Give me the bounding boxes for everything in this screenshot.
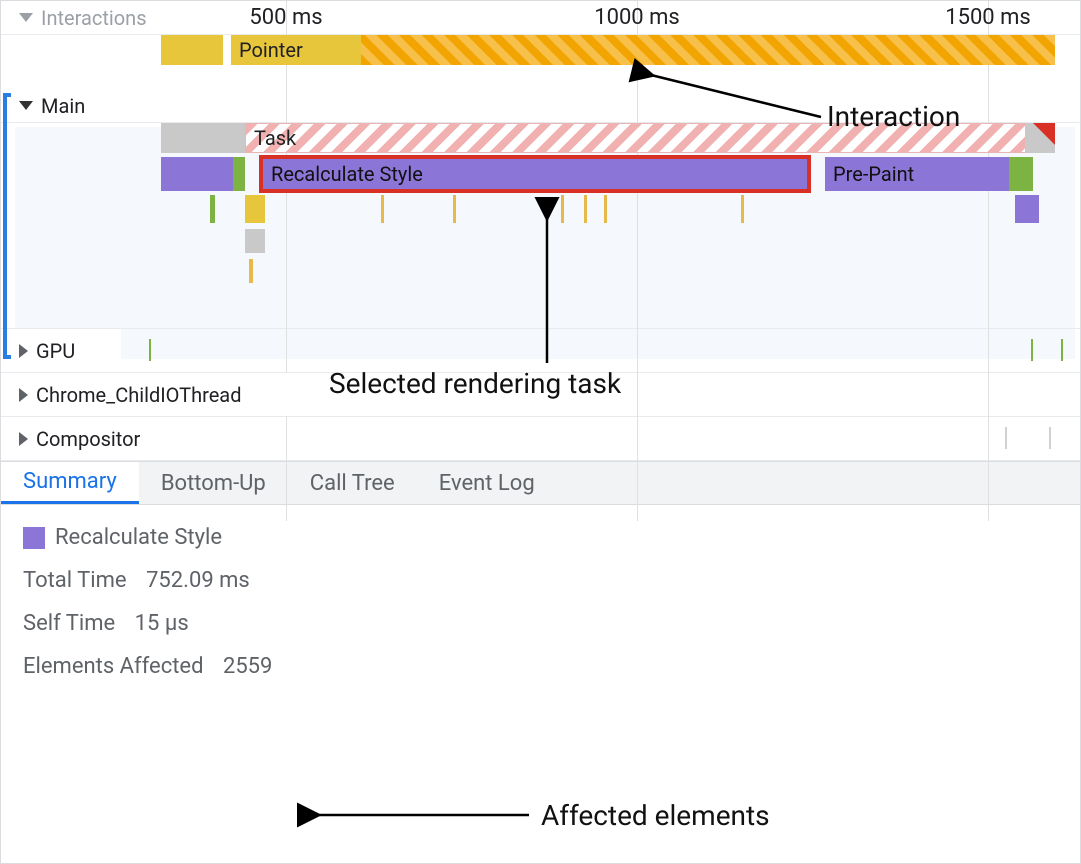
track-interactions-header[interactable]: Interactions 500 ms 1000 ms 1500 ms [1,1,1080,35]
annotation-interaction: Interaction [827,100,960,133]
tab-bottom-up[interactable]: Bottom-Up [139,462,288,504]
chevron-right-icon [19,344,28,358]
flame-tick[interactable] [584,195,587,223]
compositor-tick [1049,427,1051,449]
summary-value: 752.09 ms [146,568,250,593]
track-label: Interactions [41,6,147,30]
summary-key: Self Time [23,611,115,636]
summary-panel: Recalculate Style Total Time 752.09 ms S… [1,505,1080,717]
compositor-tick [1005,427,1007,449]
selection-bracket [3,93,11,359]
summary-value: 15 µs [135,611,189,636]
flame-bar[interactable] [1009,157,1033,191]
details-tabs: Summary Bottom-Up Call Tree Event Log [1,461,1080,505]
chevron-down-icon [19,101,33,110]
track-label: GPU [36,339,75,363]
track-label: Main [41,94,85,118]
flame-tick[interactable] [210,195,215,223]
tab-summary[interactable]: Summary [1,462,139,504]
event-color-swatch [23,527,45,549]
arrow-icon [311,801,541,831]
arrow-icon [531,211,571,371]
summary-total-time: Total Time 752.09 ms [23,568,1058,593]
chevron-right-icon [19,432,28,446]
flame-tick[interactable] [453,195,456,223]
main-row-2: Recalculate Style Pre-Paint [1,157,1080,195]
track-compositor[interactable]: Compositor [1,417,1080,461]
tab-call-tree[interactable]: Call Tree [288,462,417,504]
annotation-affected: Affected elements [541,799,770,832]
task-gray-start[interactable] [161,123,245,153]
recalculate-style-bar[interactable]: Recalculate Style [259,155,811,193]
summary-elements-affected: Elements Affected 2559 [23,654,1058,679]
summary-title: Recalculate Style [55,525,222,550]
interaction-hatched[interactable] [361,35,1055,65]
chevron-down-icon [19,13,33,22]
interaction-row: Pointer [1,35,1080,69]
time-tick: 1500 ms [945,5,1031,30]
gpu-tick [1061,339,1063,361]
summary-key: Elements Affected [23,654,203,679]
flame-tick[interactable] [245,229,265,253]
flame-bar[interactable] [161,157,233,191]
bar-label: Recalculate Style [271,162,423,186]
flame-tick[interactable] [381,195,384,223]
gpu-tick [1031,339,1033,361]
task-label: Task [254,126,296,150]
bar-label: Pre-Paint [833,162,914,186]
flame-tick[interactable] [249,259,253,283]
task-gray-end[interactable] [1025,123,1055,153]
interaction-solid[interactable] [161,35,223,65]
flame-tick[interactable] [245,195,265,223]
summary-self-time: Self Time 15 µs [23,611,1058,636]
time-tick: 1000 ms [594,5,680,30]
summary-key: Total Time [23,568,127,593]
flame-tick[interactable] [604,195,607,223]
interaction-pointer[interactable]: Pointer [231,35,361,65]
summary-value: 2559 [223,654,272,679]
gpu-tick [149,339,151,361]
flame-tick[interactable] [1015,195,1039,223]
chevron-right-icon [19,388,28,402]
interaction-label: Pointer [239,38,303,62]
arrow-icon [641,69,841,129]
gridline [286,1,287,521]
tab-event-log[interactable]: Event Log [417,462,557,504]
pre-paint-bar[interactable]: Pre-Paint [825,157,1009,191]
time-tick: 500 ms [249,5,322,30]
flame-tick[interactable] [741,195,744,223]
long-task-indicator-icon [1033,123,1055,145]
annotation-selected-task: Selected rendering task [329,367,621,400]
gridline [637,1,638,521]
track-label: Chrome_ChildIOThread [36,383,241,407]
gridline [988,1,989,521]
spacer [1,69,1080,89]
flame-bar[interactable] [233,157,245,191]
track-label: Compositor [36,427,140,451]
